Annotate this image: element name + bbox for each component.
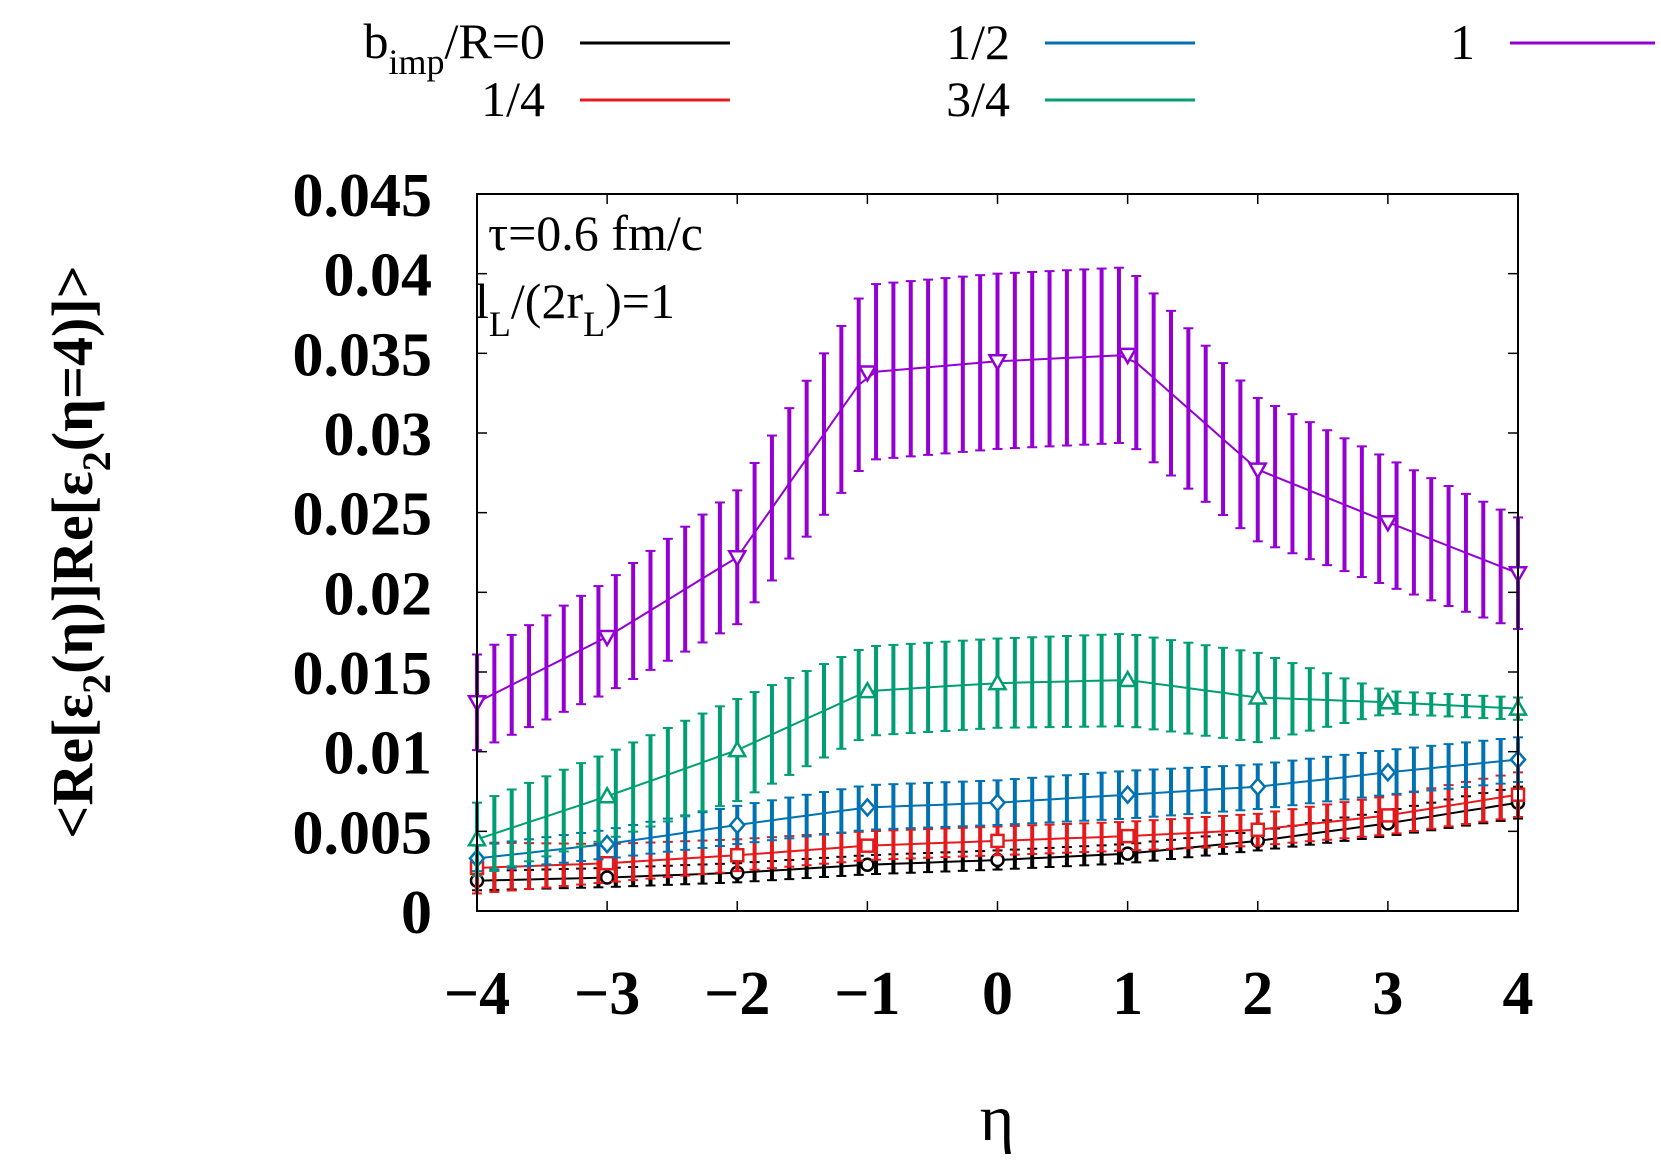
data-point	[1377, 514, 1399, 533]
data-point	[1380, 808, 1396, 823]
data-point	[1120, 846, 1135, 861]
y-tick-label: 0.015	[293, 640, 433, 708]
annotation-line1: τ=0.6 fm/c	[488, 205, 703, 261]
data-point	[860, 838, 875, 853]
data-point	[988, 792, 1007, 813]
data-point	[596, 785, 618, 804]
data-point	[987, 354, 1008, 372]
data-point	[990, 833, 1005, 849]
data-point	[596, 629, 618, 648]
data-point	[1250, 822, 1265, 837]
y-tick-label: 0.045	[293, 162, 433, 230]
data-point	[1117, 669, 1138, 688]
legend-label: 1/4	[481, 71, 545, 127]
data-point	[1247, 686, 1268, 705]
data-point	[857, 365, 878, 383]
x-tick-label: −3	[574, 960, 640, 1028]
legend: bimp/R=0 1/4 1/23/4 1	[364, 13, 1655, 127]
data-point	[1247, 462, 1268, 481]
data-point	[857, 680, 878, 699]
x-tick-label: −4	[444, 960, 510, 1028]
y-tick-label: 0	[401, 879, 432, 947]
data-point	[1120, 828, 1135, 844]
data-point	[599, 855, 615, 871]
data-point	[1118, 784, 1137, 805]
data-point	[1249, 776, 1267, 797]
legend-title: bimp/R=0	[364, 13, 545, 82]
y-tick-label: 0.025	[293, 481, 433, 549]
data-point	[598, 834, 616, 854]
y-tick-label: 0.03	[324, 401, 433, 469]
data-point	[727, 739, 748, 758]
y-tick-label: 0.01	[324, 720, 433, 788]
annotation: τ=0.6 fm/c lL/(2rL)=1	[475, 205, 703, 344]
y-tick-label: 0.04	[324, 242, 433, 310]
data-point	[860, 857, 875, 873]
x-tick-label: 4	[1503, 960, 1534, 1028]
x-tick-label: 2	[1242, 960, 1273, 1028]
series-1	[466, 266, 1529, 752]
legend-label: 3/4	[946, 71, 1010, 127]
data-point	[1377, 691, 1399, 710]
series-3-4	[466, 633, 1529, 877]
data-point	[599, 870, 615, 885]
data-point	[1379, 762, 1397, 783]
series-layer	[466, 266, 1529, 895]
ticks-layer: −4 −3 −2 −1 0 1 2 3 4 0 0.005 0.01 0.015 0.02 0.025 0.0…	[293, 162, 1534, 1028]
annotation-line2: lL/(2rL)=1	[475, 273, 675, 344]
legend-label: 1	[1450, 14, 1475, 70]
legend-label: 1/2	[946, 14, 1010, 70]
y-tick-label: 0.005	[293, 799, 433, 867]
y-axis-label: <Re[ε2(η)]Re[ε2(η=4)]>	[40, 265, 119, 838]
data-point	[858, 797, 877, 818]
data-point	[727, 550, 748, 568]
x-tick-label: 3	[1372, 960, 1403, 1028]
x-axis-label: η	[980, 1082, 1015, 1155]
series-1-2	[468, 736, 1527, 873]
y-tick-label: 0.02	[324, 560, 433, 628]
y-tick-label: 0.035	[293, 321, 433, 389]
x-tick-label: −1	[834, 960, 900, 1028]
x-tick-label: −2	[704, 960, 770, 1028]
data-point	[987, 672, 1008, 691]
data-point	[730, 847, 745, 863]
x-tick-label: 0	[982, 960, 1013, 1028]
data-point	[728, 815, 746, 835]
data-point	[1117, 347, 1138, 366]
x-tick-label: 1	[1112, 960, 1143, 1028]
